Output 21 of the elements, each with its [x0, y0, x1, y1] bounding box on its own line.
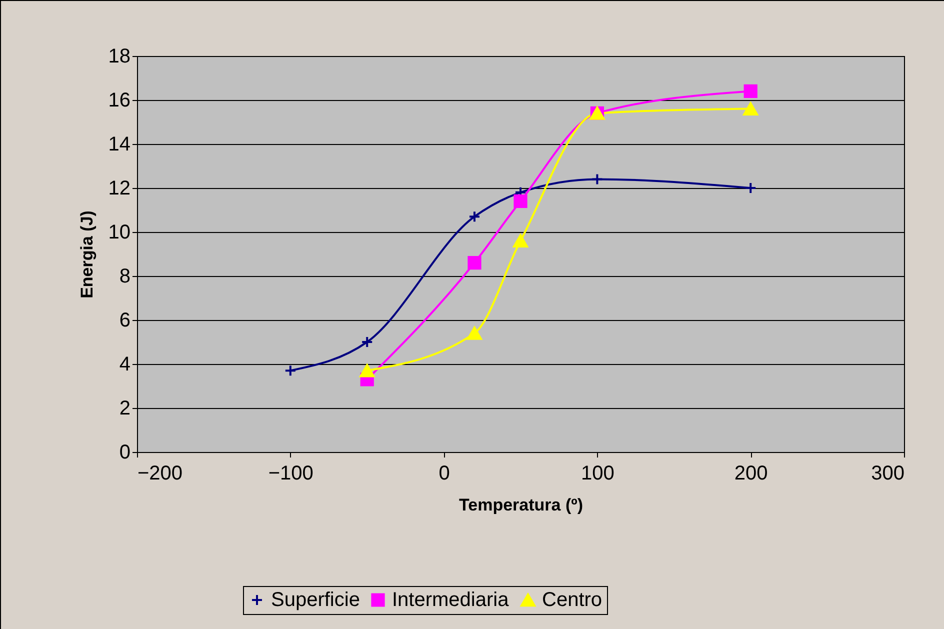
x-tick-label: 300 — [871, 462, 904, 484]
x-tick-label: 200 — [734, 462, 768, 484]
x-tick-label: −100 — [268, 462, 314, 484]
legend-label: Intermediaria — [392, 589, 510, 611]
y-tick-label: 10 — [108, 222, 130, 244]
x-tick-label: −200 — [138, 462, 183, 484]
y-tick-label: 8 — [119, 266, 130, 288]
y-tick-label: 16 — [108, 90, 130, 112]
y-tick-label: 12 — [108, 178, 130, 200]
legend-label: Centro — [542, 589, 602, 611]
x-tick-label: 100 — [581, 462, 614, 484]
legend-label: Superficie — [271, 589, 360, 611]
y-tick-label: 2 — [119, 398, 130, 420]
y-tick-label: 6 — [119, 310, 130, 332]
y-tick-label: 4 — [119, 354, 130, 376]
x-tick-label: 0 — [438, 462, 450, 484]
y-tick-label: 14 — [108, 134, 130, 156]
x-axis-title: Temperatura (º) — [459, 496, 583, 514]
y-axis-title: Energia (J) — [77, 210, 96, 298]
y-tick-label: 0 — [119, 442, 130, 464]
y-tick-label: 18 — [108, 46, 130, 68]
